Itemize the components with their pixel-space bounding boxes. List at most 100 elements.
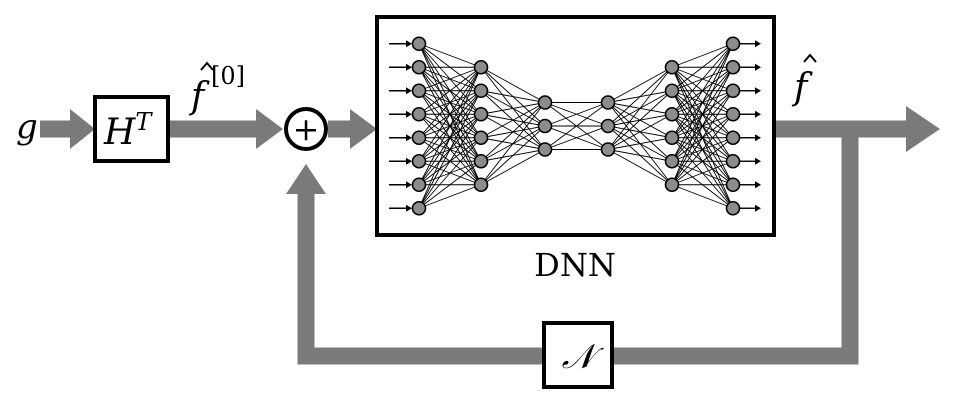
network-node — [473, 130, 489, 146]
network-node — [664, 130, 680, 146]
network-node — [411, 83, 427, 99]
network-edge — [480, 90, 546, 103]
arrowhead-into-ht — [70, 109, 95, 149]
network-edge — [418, 184, 482, 209]
network-node — [473, 177, 489, 193]
output-arrowhead — [755, 181, 761, 189]
input-arrowhead — [406, 157, 412, 165]
network-edge — [671, 43, 734, 92]
output-arrowhead — [755, 157, 761, 165]
network-node — [411, 153, 427, 169]
arrowhead-feedback-into-sum — [286, 164, 326, 194]
network-edge — [418, 67, 482, 185]
network-edge — [671, 184, 734, 209]
network-edge — [418, 137, 482, 209]
network-edge — [480, 102, 546, 139]
network-edge — [607, 149, 673, 186]
network-edge — [671, 43, 734, 185]
network-node — [664, 153, 680, 169]
network-edge — [671, 90, 734, 185]
input-arrowhead — [406, 87, 412, 95]
svg-text:f: f — [188, 76, 210, 117]
input-arrowhead — [406, 134, 412, 142]
network-edge — [418, 67, 482, 162]
network-edge — [607, 137, 673, 150]
network-node — [664, 59, 680, 75]
network-edge — [671, 43, 734, 162]
arrowhead-into-dnn — [350, 109, 377, 149]
network-node — [600, 95, 616, 110]
network-node — [725, 153, 741, 169]
network-edge — [607, 66, 673, 103]
network-edge — [480, 66, 546, 103]
arrowhead-output — [906, 106, 940, 152]
network-edge — [671, 43, 734, 138]
network-node — [411, 177, 427, 193]
transpose-block-label: HT — [103, 108, 153, 153]
output-arrowhead — [755, 110, 761, 118]
summing-symbol: + — [293, 110, 320, 148]
noise-block — [542, 321, 614, 389]
transpose-block — [93, 95, 170, 163]
network-node — [600, 118, 616, 134]
network-node — [473, 106, 489, 122]
hat-accent — [803, 53, 817, 63]
network-edge — [671, 113, 734, 186]
network-edge — [418, 66, 482, 92]
network-node — [664, 106, 680, 122]
output-arrowhead — [755, 134, 761, 142]
signal-bus — [40, 106, 940, 365]
output-arrowhead — [755, 40, 761, 48]
network-node — [725, 59, 741, 75]
network-edge — [418, 90, 482, 209]
input-arrowhead — [406, 40, 412, 48]
network-edge — [607, 66, 673, 150]
network-node — [411, 106, 427, 122]
network-edge — [418, 43, 482, 68]
svg-text:[0]: [0] — [211, 62, 245, 90]
network-edge — [544, 102, 609, 127]
network-node — [725, 177, 741, 193]
network-node — [411, 59, 427, 75]
network-edge — [418, 160, 482, 209]
network-edge — [418, 67, 482, 209]
input-arrowhead — [406, 63, 412, 71]
network-node — [664, 177, 680, 193]
network-node — [411, 36, 427, 52]
dnn-caption: DNN — [534, 246, 616, 284]
arrowhead-into-sum — [256, 109, 283, 149]
output-arrowhead — [755, 87, 761, 95]
network-edge — [607, 90, 673, 150]
output-arrowhead — [755, 63, 761, 71]
network-node — [537, 95, 553, 110]
network-edge — [480, 125, 546, 186]
input-arrowhead — [406, 110, 412, 118]
bus-feedback-to-noise — [612, 129, 859, 365]
hat-accent — [200, 61, 214, 71]
network-node — [725, 200, 741, 216]
network-node — [537, 142, 553, 157]
network-edge — [480, 102, 546, 186]
network-edge — [544, 125, 609, 150]
input-label: g — [16, 107, 38, 147]
svg-text:f: f — [791, 67, 813, 108]
bus-noise-to-sum — [297, 192, 544, 365]
summing-junction — [284, 107, 328, 151]
network-edge — [607, 66, 673, 127]
network-edge — [607, 113, 673, 150]
network-edge — [671, 67, 734, 185]
network-edge — [480, 102, 546, 162]
network-node — [725, 36, 741, 52]
output-label: f — [791, 53, 817, 108]
network-node — [725, 130, 741, 146]
network-node — [473, 83, 489, 99]
neural-network — [389, 36, 761, 216]
network-edge — [607, 149, 673, 162]
network-node — [725, 83, 741, 99]
network-edge — [671, 160, 734, 186]
network-node — [473, 59, 489, 75]
network-node — [600, 142, 616, 157]
input-arrowhead — [406, 181, 412, 189]
network-edge — [671, 43, 734, 115]
